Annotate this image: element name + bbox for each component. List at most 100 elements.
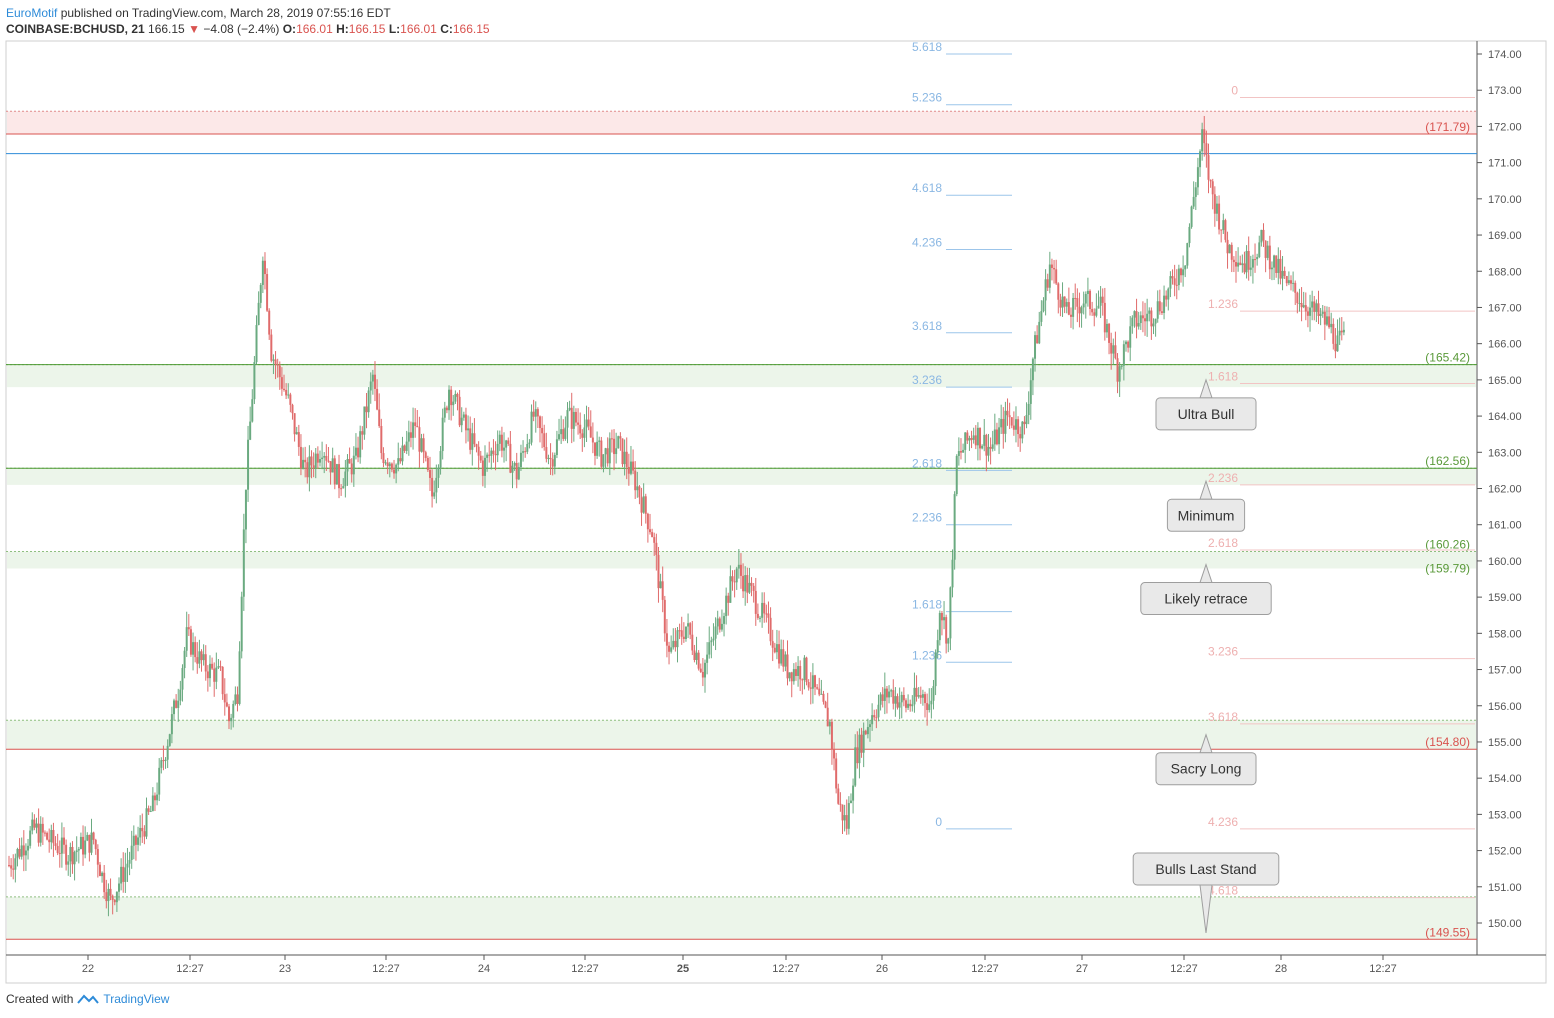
candle-body xyxy=(517,467,520,480)
author-link[interactable]: EuroMotif xyxy=(6,6,58,20)
candle-body xyxy=(824,701,827,708)
candle-body xyxy=(107,888,110,902)
zone-label: (159.79) xyxy=(1425,562,1470,576)
candle-body xyxy=(843,815,846,821)
candle-body xyxy=(206,671,209,679)
candle-body xyxy=(340,488,343,490)
candle-body xyxy=(67,861,70,865)
price-axis[interactable]: 174.00 173.00 172.00 171.00 170.00 169.00 168.… xyxy=(1477,49,1522,930)
candle-body xyxy=(29,830,32,846)
candle-body xyxy=(20,845,23,857)
candle-body xyxy=(1129,326,1132,348)
candle-body xyxy=(1260,229,1263,243)
candle-body xyxy=(1135,311,1138,327)
open-label: O: xyxy=(282,22,297,36)
candle-body xyxy=(1192,196,1195,207)
candle-body xyxy=(236,694,239,704)
candle-body xyxy=(1069,314,1072,317)
candle-body xyxy=(619,436,622,439)
candle-body xyxy=(177,700,180,708)
candle-body xyxy=(1321,311,1324,314)
candle-body xyxy=(704,662,707,678)
candle-body xyxy=(983,434,986,446)
candle-body xyxy=(778,644,781,664)
candle-body xyxy=(1330,323,1333,328)
candle-body xyxy=(1230,244,1233,260)
candle-body xyxy=(928,704,931,711)
candle-body xyxy=(587,419,590,427)
candle-body xyxy=(490,450,493,456)
candle-body xyxy=(130,845,133,860)
candle-body xyxy=(371,374,374,382)
candle-body xyxy=(648,529,651,533)
candle-body xyxy=(528,442,531,444)
high-label: H: xyxy=(336,22,349,36)
symbol-ticker[interactable]: COINBASE:BCHUSD, 21 xyxy=(6,22,145,36)
price-tick-label: 165.00 xyxy=(1488,375,1522,387)
candle-body xyxy=(1215,203,1218,214)
candle-body xyxy=(532,411,535,417)
candle-body xyxy=(422,438,425,453)
candle-body xyxy=(1055,269,1058,284)
candle-body xyxy=(507,440,510,444)
time-tick-label: 12:27 xyxy=(176,963,204,975)
candle-body xyxy=(519,452,522,468)
candle-body xyxy=(272,359,275,361)
candle-body xyxy=(909,703,912,707)
candle-body xyxy=(352,455,355,475)
candle-body xyxy=(678,630,681,632)
candle-body xyxy=(1074,297,1077,299)
candle-body xyxy=(208,663,211,679)
candle-body xyxy=(646,513,649,530)
candle-body xyxy=(183,650,186,669)
time-tick-label: 22 xyxy=(82,963,94,975)
time-axis[interactable]: 22 12:27 23 12:27 24 12:27 25 12:27 26 12:27 27 12:… xyxy=(82,955,1397,975)
candle-body xyxy=(589,426,592,438)
candle-body xyxy=(651,532,654,538)
callout-text: Likely retrace xyxy=(1164,591,1247,607)
candle-body xyxy=(462,414,465,418)
candle-body xyxy=(568,407,571,411)
tradingview-brand[interactable]: TradingView xyxy=(103,992,170,1006)
candle-body xyxy=(634,470,637,491)
candle-body xyxy=(280,377,283,389)
candle-body xyxy=(699,668,702,672)
candle-body xyxy=(1059,299,1062,308)
candle-body xyxy=(591,437,594,443)
candle-body xyxy=(1300,303,1303,308)
candle-body xyxy=(386,462,389,467)
candle-body xyxy=(407,432,410,442)
candle-body xyxy=(513,462,516,466)
candle-body xyxy=(716,618,719,627)
candle-body xyxy=(926,703,929,711)
last-price: 166.15 xyxy=(148,22,185,36)
candle-body xyxy=(761,602,764,618)
candle-body xyxy=(672,640,675,648)
candle-body xyxy=(18,849,21,857)
candle-body xyxy=(12,868,15,870)
candle-body xyxy=(361,431,364,435)
candle-body xyxy=(835,758,838,789)
candle-body xyxy=(1072,297,1075,317)
candle-body xyxy=(841,804,844,821)
candle-body xyxy=(160,760,163,768)
candle-body xyxy=(1021,421,1024,439)
candle-body xyxy=(767,613,770,618)
candle-body xyxy=(126,863,129,868)
candle-body xyxy=(1139,315,1142,324)
candle-body xyxy=(727,595,730,603)
candle-body xyxy=(1012,425,1015,430)
candle-body xyxy=(443,407,446,418)
candle-body xyxy=(234,694,237,704)
candle-body xyxy=(505,440,508,448)
candle-body xyxy=(924,694,927,704)
candle-body xyxy=(735,568,738,583)
candle-body xyxy=(729,576,732,603)
candle-body xyxy=(670,647,673,652)
candle-body xyxy=(606,448,609,464)
price-tick-label: 152.00 xyxy=(1488,846,1522,858)
candle-body xyxy=(316,453,319,463)
candle-body xyxy=(1241,263,1244,266)
candle-body xyxy=(1226,239,1229,254)
